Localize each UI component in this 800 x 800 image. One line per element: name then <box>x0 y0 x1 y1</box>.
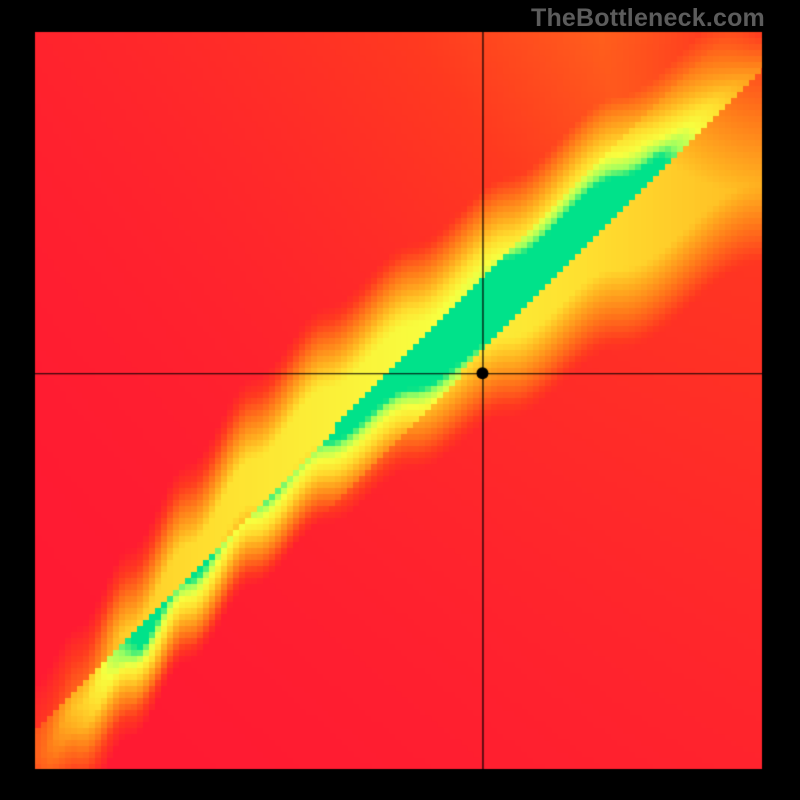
watermark-text: TheBottleneck.com <box>531 4 765 33</box>
bottleneck-heatmap <box>0 0 800 800</box>
